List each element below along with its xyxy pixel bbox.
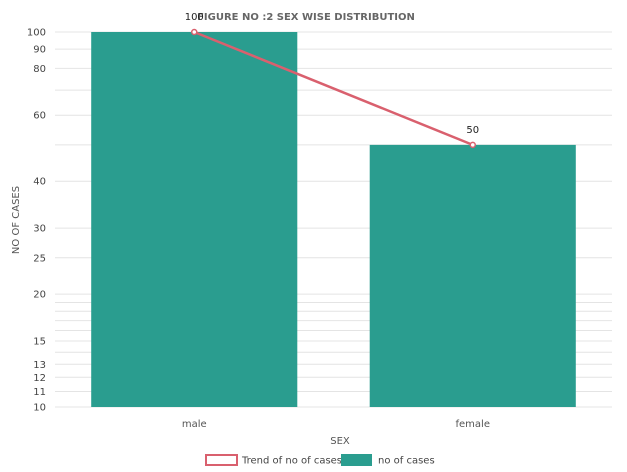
legend: Trend of no of cases no of cases — [205, 454, 435, 467]
y-axis-ticks: 10 11 12 13 15 20 25 30 40 60 80 90 100 — [27, 28, 46, 414]
x-axis-title: SEX — [330, 436, 350, 447]
legend-swatch-cases — [341, 454, 372, 466]
data-label: 50 — [466, 125, 479, 136]
trend-line: 100 50 — [185, 12, 479, 149]
x-tick-label: male — [182, 419, 207, 430]
y-tick-label: 40 — [33, 177, 46, 188]
bars — [91, 32, 576, 408]
bar-female — [369, 144, 576, 408]
bar-male — [91, 32, 298, 407]
y-tick-label: 80 — [33, 64, 46, 75]
data-label: 100 — [185, 12, 204, 23]
y-tick-label: 12 — [33, 373, 46, 384]
y-tick-label: 10 — [33, 403, 46, 414]
y-tick-label: 60 — [33, 111, 46, 122]
trend-point — [191, 28, 198, 36]
x-tick-label: female — [456, 419, 490, 430]
y-tick-label: 20 — [33, 290, 46, 301]
y-tick-label: 25 — [33, 253, 46, 264]
legend-label-trend: Trend of no of cases — [241, 456, 342, 467]
trend-point — [469, 141, 476, 149]
y-tick-label: 15 — [33, 336, 46, 347]
y-tick-label: 100 — [27, 28, 46, 39]
chart-title: FIGURE NO :2 SEX WISE DISTRIBUTION — [197, 12, 415, 23]
y-tick-label: 30 — [33, 224, 46, 235]
legend-label-cases: no of cases — [378, 456, 435, 467]
x-axis-ticks: male female — [182, 419, 490, 430]
trend-line-path — [193, 30, 474, 147]
y-tick-label: 90 — [33, 45, 46, 56]
y-tick-label: 11 — [33, 387, 46, 398]
legend-swatch-trend — [205, 454, 238, 466]
y-tick-label: 13 — [33, 360, 46, 371]
y-axis-title: NO OF CASES — [11, 186, 22, 254]
